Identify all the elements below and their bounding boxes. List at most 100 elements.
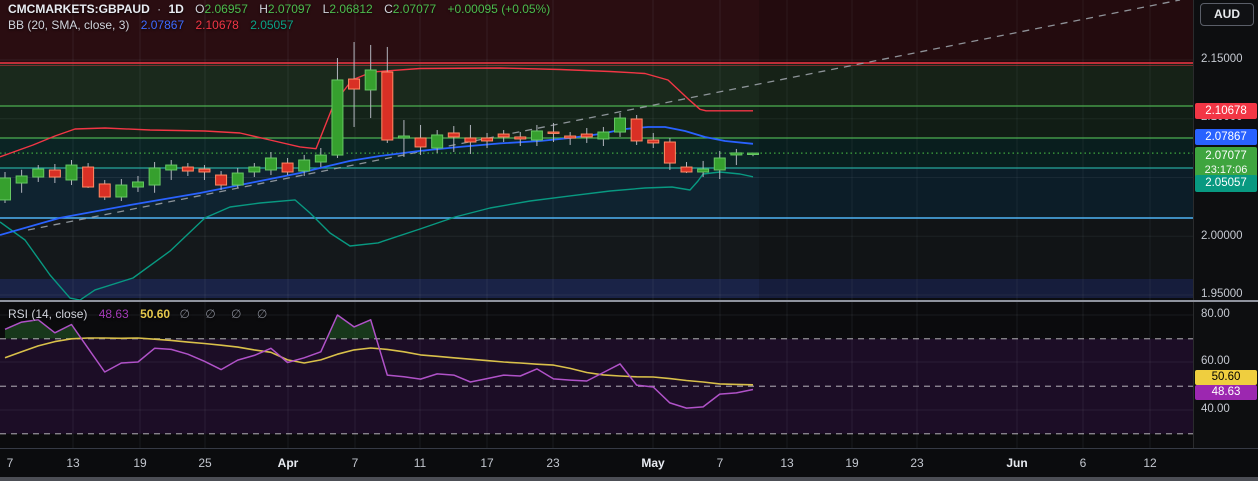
candle[interactable] [697,160,710,178]
candle[interactable] [680,161,693,174]
candle[interactable] [198,165,211,180]
last-price-tag: 2.07077 23:17:06 [1195,146,1257,180]
candle[interactable] [298,154,311,176]
rsi-value-tag: 48.63 [1195,384,1257,400]
candle[interactable] [514,132,527,147]
candle[interactable] [431,130,444,153]
candle[interactable] [181,163,194,176]
time-tick-day[interactable]: 25 [198,456,212,470]
candle[interactable] [414,124,427,155]
candle[interactable] [131,175,144,192]
candle[interactable] [663,138,676,170]
price-chart-canvas[interactable] [0,0,1193,301]
change-value: +0.00095 (+0.05%) [447,2,551,16]
axis-tick-label: 80.00 [1201,308,1230,320]
candle[interactable] [381,46,394,143]
candle[interactable] [215,171,228,190]
rsi-pane[interactable]: RSI (14, close) 48.63 50.60 ∅ ∅ ∅ ∅ [0,302,1193,448]
price-pane[interactable]: CMCMARKETS:GBPAUD · 1D O2.06957 H2.07097… [0,0,1193,301]
time-tick-month[interactable]: Jun [1006,456,1028,470]
candle[interactable] [564,132,577,145]
time-tick-day[interactable]: 7 [351,456,359,470]
axis-tick-label: 2.15000 [1201,53,1243,65]
candle[interactable] [82,163,95,188]
candle[interactable] [547,122,560,143]
time-tick-day[interactable]: 11 [413,456,427,470]
candle[interactable] [614,112,627,137]
time-tick-day[interactable]: 12 [1143,456,1157,470]
rsi-ma-tag: 50.60 [1195,369,1257,385]
candle[interactable] [746,152,759,157]
candle[interactable] [48,163,61,184]
candle[interactable] [348,42,361,127]
time-tick-day[interactable]: 6 [1079,456,1087,470]
bb-basis-line[interactable] [0,126,754,236]
time-tick-day[interactable]: 7 [6,456,14,470]
bar-countdown: 23:17:06 [1204,163,1248,176]
candle[interactable] [248,163,261,178]
time-tick-day[interactable]: 19 [845,456,859,470]
symbol-separator: · [157,2,162,16]
price-axis[interactable]: AUD 2.150002.100002.000001.9500080.0060.… [1193,0,1258,448]
axis-tick-label: 40.00 [1201,403,1230,415]
rsi-legend-row[interactable]: RSI (14, close) 48.63 50.60 ∅ ∅ ∅ ∅ [8,307,273,321]
candle[interactable] [447,126,460,153]
time-tick-month[interactable]: Apr [277,456,299,470]
bottom-edge-bar [0,477,1258,481]
candle[interactable] [597,126,610,147]
pane-separator-handle[interactable] [0,300,1258,302]
candle[interactable] [165,159,178,180]
high-letter: H [259,2,268,16]
candle[interactable] [630,114,643,145]
candle[interactable] [730,148,743,166]
rsi-chart-canvas[interactable] [0,302,1193,448]
bb-basis-price-tag: 2.07867 [1195,129,1257,145]
candle[interactable] [713,150,726,180]
close-value: 2.07077 [392,2,437,16]
symbol-legend-row[interactable]: CMCMARKETS:GBPAUD · 1D O2.06957 H2.07097… [8,2,550,16]
timeframe-label[interactable]: 1D [168,2,184,16]
trendline-drawing[interactable] [27,0,1181,231]
candle[interactable] [281,157,294,176]
time-tick-day[interactable]: 7 [716,456,724,470]
bb-legend-row[interactable]: BB (20, SMA, close, 3) 2.07867 2.10678 2… [8,18,294,32]
time-tick-day[interactable]: 13 [66,456,80,470]
rsi-line[interactable] [4,314,754,409]
candle[interactable] [331,58,344,158]
candle[interactable] [0,171,11,203]
price-zone [0,63,1193,106]
candle[interactable] [314,148,327,168]
candle[interactable] [464,124,477,154]
bb-upper-price-tag: 2.10678 [1195,103,1257,119]
candle[interactable] [397,120,410,157]
time-tick-day[interactable]: 13 [780,456,794,470]
candle[interactable] [65,159,78,186]
candle[interactable] [264,152,277,176]
candle[interactable] [98,179,111,200]
rsi-empty-slots: ∅ ∅ ∅ ∅ [179,307,274,321]
candle[interactable] [231,167,244,188]
time-tick-day[interactable]: 23 [546,456,560,470]
candle[interactable] [481,132,494,149]
candle[interactable] [497,130,510,143]
rsi-ma-value: 50.60 [140,307,171,321]
candle[interactable] [32,165,45,182]
candle[interactable] [364,44,377,119]
candle[interactable] [115,179,128,201]
time-tick-day[interactable]: 19 [133,456,147,470]
time-tick-month[interactable]: May [641,456,665,470]
candle[interactable] [15,169,28,193]
time-axis[interactable]: 7 13 19 25 Apr 7 11 17 23 May 7 13 19 23 Jun 6 12 [0,448,1258,481]
open-letter: O [195,2,205,16]
bb-label: BB (20, SMA, close, 3) [8,18,130,32]
candle[interactable] [580,128,593,143]
bb-lower-band-line[interactable] [0,171,754,301]
candle[interactable] [647,132,660,149]
currency-toggle-button[interactable]: AUD [1200,3,1254,26]
axis-tick-label: 60.00 [1201,355,1230,367]
price-zone [0,279,1193,298]
candle[interactable] [148,161,161,193]
time-tick-day[interactable]: 17 [480,456,494,470]
time-tick-day[interactable]: 23 [910,456,924,470]
candle[interactable] [530,124,543,147]
